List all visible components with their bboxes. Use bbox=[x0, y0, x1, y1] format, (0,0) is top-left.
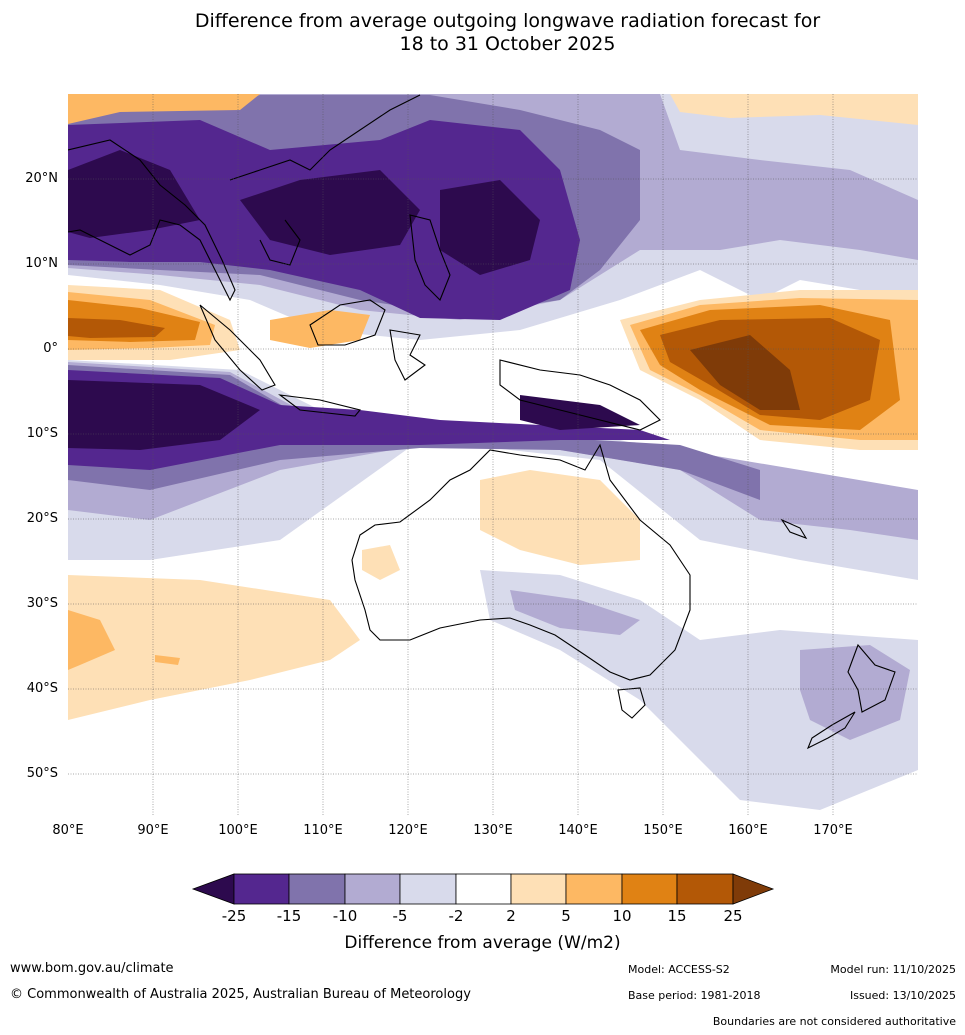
java-coastline bbox=[278, 394, 361, 417]
title-line-1: Difference from average outgoing longwav… bbox=[194, 10, 821, 32]
footer-disclaimer: Boundaries are not considered authoritat… bbox=[712, 1015, 956, 1028]
anomaly-region-south-extreme bbox=[68, 380, 260, 450]
anomaly-region-indian-positive-core bbox=[68, 318, 165, 338]
anomaly-region-borneo-positive bbox=[270, 310, 370, 348]
colorbar-extend-high bbox=[732, 873, 775, 905]
colorbar-tick: 5 bbox=[561, 907, 571, 925]
colorbar-tick: -15 bbox=[276, 907, 302, 925]
colorbar-swatch-9 bbox=[676, 873, 734, 905]
borneo-coastline bbox=[309, 299, 386, 346]
footer-issued: Issued: 13/10/2025 bbox=[849, 989, 956, 1002]
footer-base-period: Base period: 1981-2018 bbox=[628, 989, 761, 1002]
anomaly-region-northeast-positive bbox=[670, 94, 918, 125]
anomaly-region-australia-positive bbox=[480, 470, 640, 565]
footer-copyright: © Commonwealth of Australia 2025, Austra… bbox=[10, 987, 471, 1002]
anomaly-region-north-extreme-1 bbox=[68, 150, 200, 238]
colorbar-swatch-4 bbox=[399, 873, 457, 905]
lat-label-30s: 30°S bbox=[26, 596, 58, 611]
colorbar-tick: 25 bbox=[723, 907, 743, 925]
lon-label-100e: 100°E bbox=[218, 823, 258, 838]
sulawesi-coastline bbox=[389, 329, 426, 381]
lat-label-10s: 10°S bbox=[26, 426, 58, 441]
philippines-coastline bbox=[409, 214, 451, 301]
lon-label-170e: 170°E bbox=[813, 823, 853, 838]
new-caledonia-coastline bbox=[780, 518, 808, 540]
colorbar bbox=[191, 873, 775, 905]
chart-title: Difference from average outgoing longwav… bbox=[0, 10, 965, 56]
lon-label-120e: 120°E bbox=[388, 823, 428, 838]
lat-label-10n: 10°N bbox=[25, 256, 58, 271]
anomaly-region-southern-ocean-positive-spot bbox=[155, 655, 180, 665]
anomaly-region-southern-ocean-positive-mid bbox=[68, 610, 115, 670]
colorbar-tick: 10 bbox=[612, 907, 632, 925]
colorbar-tick: 15 bbox=[667, 907, 687, 925]
anomaly-region-southeast-mid bbox=[510, 590, 640, 635]
anomaly-region-north-extreme-2 bbox=[240, 170, 420, 255]
lon-label-150e: 150°E bbox=[643, 823, 683, 838]
colorbar-tick: 2 bbox=[506, 907, 516, 925]
anomaly-region-north-extreme-3 bbox=[440, 180, 540, 275]
lon-label-130e: 130°E bbox=[473, 823, 513, 838]
footer-model: Model: ACCESS-S2 bbox=[628, 963, 730, 976]
asia-mainland-coastline bbox=[68, 94, 421, 302]
lat-label-20n: 20°N bbox=[25, 171, 58, 186]
colorbar-swatch-7 bbox=[565, 873, 623, 905]
colorbar-swatch-6 bbox=[510, 873, 567, 905]
lon-label-160e: 160°E bbox=[728, 823, 768, 838]
anomaly-region-northwest-positive bbox=[68, 94, 260, 124]
gridlines bbox=[68, 94, 918, 816]
new-zealand-south-coastline bbox=[806, 711, 856, 750]
new-guinea-coastline bbox=[499, 359, 661, 431]
colorbar-swatch-5 bbox=[455, 873, 512, 905]
colorbar-swatch-3 bbox=[344, 873, 401, 905]
colorbar-swatch-2 bbox=[288, 873, 346, 905]
footer-model-run: Model run: 11/10/2025 bbox=[830, 963, 956, 976]
australia-coastline bbox=[351, 443, 691, 681]
colorbar-swatch-1 bbox=[233, 873, 290, 905]
lon-label-90e: 90°E bbox=[137, 823, 169, 838]
lon-label-110e: 110°E bbox=[303, 823, 343, 838]
title-line-2: 18 to 31 October 2025 bbox=[399, 33, 616, 55]
anomaly-region-west-australia-positive bbox=[362, 545, 400, 580]
coastlines bbox=[68, 94, 896, 750]
colorbar-swatch-8 bbox=[621, 873, 678, 905]
lat-label-equator: 0° bbox=[43, 341, 58, 356]
lat-label-40s: 40°S bbox=[26, 681, 58, 696]
lon-label-140e: 140°E bbox=[558, 823, 598, 838]
sumatra-coastline bbox=[199, 304, 276, 391]
tasmania-coastline bbox=[617, 687, 646, 719]
new-zealand-north-coastline bbox=[847, 643, 896, 713]
colorbar-tick: -2 bbox=[448, 907, 464, 925]
colorbar-title: Difference from average (W/m2) bbox=[344, 933, 621, 953]
anomaly-region-southern-ocean-positive bbox=[68, 575, 360, 720]
colorbar-tick: -10 bbox=[332, 907, 358, 925]
anomaly-region-nz-mid bbox=[800, 645, 910, 740]
colorbar-tick: -5 bbox=[392, 907, 408, 925]
colorbar-extend-low bbox=[191, 873, 235, 905]
lat-label-50s: 50°S bbox=[26, 766, 58, 781]
anomaly-region-pacific-core bbox=[690, 335, 800, 410]
lat-label-20s: 20°S bbox=[26, 511, 58, 526]
anomaly-region-png-extreme bbox=[520, 395, 640, 430]
lon-label-80e: 80°E bbox=[52, 823, 84, 838]
footer-url[interactable]: www.bom.gov.au/climate bbox=[10, 961, 174, 976]
colorbar-tick: -25 bbox=[221, 907, 247, 925]
